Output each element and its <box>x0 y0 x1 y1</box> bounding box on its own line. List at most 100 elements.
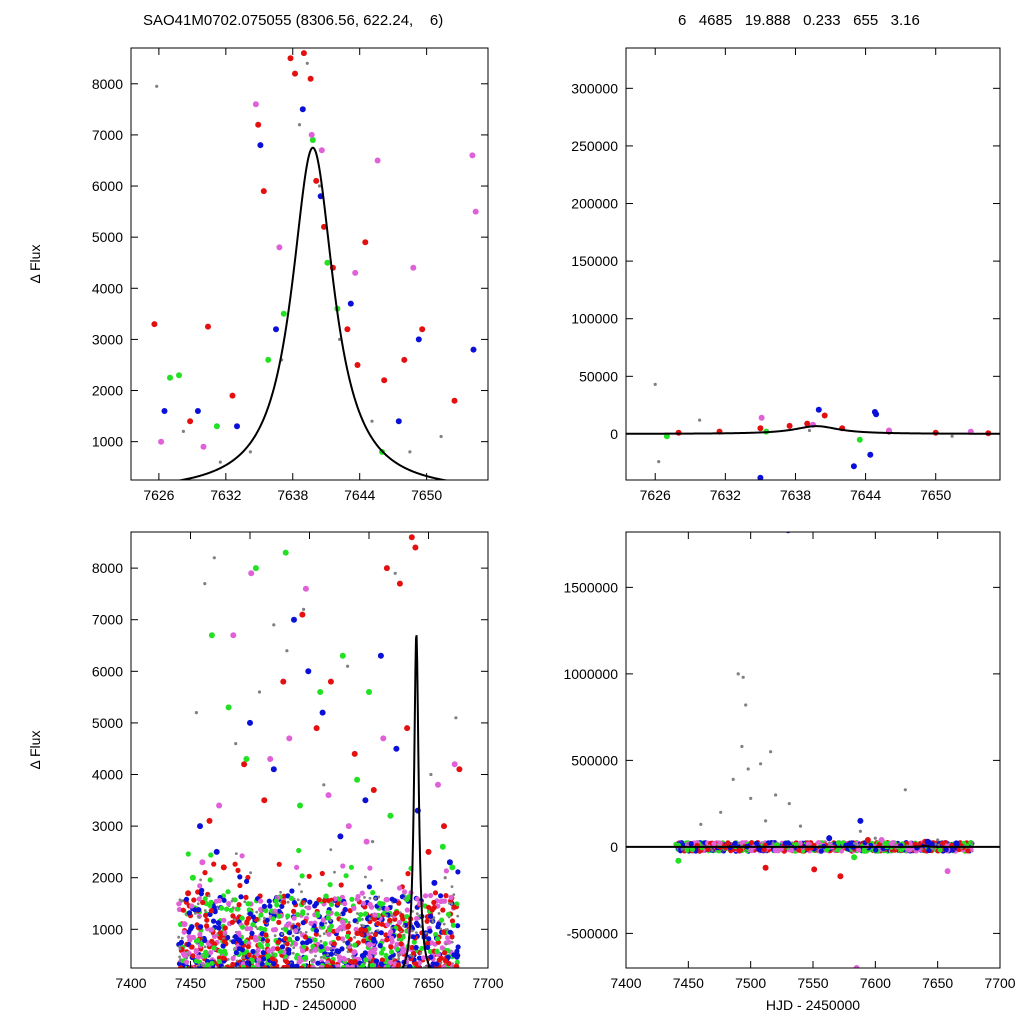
data-point-gray <box>415 912 419 915</box>
x-tick-label: 7638 <box>780 487 811 503</box>
data-point-green <box>209 960 215 966</box>
data-point-gray <box>291 934 295 938</box>
data-point-blue <box>234 423 240 430</box>
data-point-red <box>864 837 871 843</box>
data-point-blue <box>230 939 236 945</box>
data-point-red <box>209 938 215 944</box>
data-layer <box>176 534 463 968</box>
data-point-gray <box>319 939 323 943</box>
data-point-red <box>241 761 248 768</box>
y-tick-label: 6000 <box>92 663 123 679</box>
data-point-pink <box>758 414 765 421</box>
data-point-green <box>937 847 943 853</box>
data-point-pink <box>325 946 331 952</box>
data-point-gray <box>194 912 197 915</box>
model-curve <box>626 425 1000 435</box>
data-point-red <box>262 965 268 968</box>
data-point-gray <box>370 931 374 935</box>
y-tick-label: 2000 <box>92 383 123 399</box>
data-point-gray <box>393 571 397 575</box>
data-point-blue <box>850 463 857 470</box>
data-point-red <box>761 847 767 853</box>
data-point-red <box>379 957 385 963</box>
data-point-blue <box>196 907 202 913</box>
data-point-blue <box>259 961 265 967</box>
data-point-pink <box>226 901 232 907</box>
data-point-blue <box>377 943 383 949</box>
data-point-red <box>440 907 446 913</box>
data-point-red <box>284 941 290 947</box>
data-point-gray <box>199 878 203 882</box>
data-point-gray <box>403 897 406 901</box>
data-point-gray <box>356 965 360 968</box>
data-point-red <box>443 893 449 899</box>
data-point-gray <box>741 675 745 679</box>
data-point-green <box>349 896 355 902</box>
data-point-blue <box>233 950 239 956</box>
data-point-blue <box>446 859 453 866</box>
data-point-green <box>835 840 842 846</box>
data-point-pink <box>293 941 299 947</box>
x-tick-label: 7400 <box>610 975 641 991</box>
x-tick-label: 7700 <box>984 975 1015 991</box>
data-point-green <box>684 847 690 853</box>
data-point-red <box>321 223 327 230</box>
data-point-gray <box>404 965 408 968</box>
data-point-green <box>315 912 321 918</box>
data-point-gray <box>787 802 791 806</box>
x-tick-label: 7626 <box>143 487 174 503</box>
data-point-red <box>375 920 381 927</box>
data-point-blue <box>299 106 306 113</box>
data-point-red <box>292 70 298 77</box>
data-point-gray <box>361 918 364 921</box>
data-point-blue <box>247 719 253 726</box>
data-point-pink <box>445 935 451 941</box>
data-point-pink <box>193 947 199 954</box>
data-point-red <box>221 955 227 961</box>
data-point-red <box>232 861 238 867</box>
data-point-green <box>439 917 445 923</box>
data-point-red <box>236 902 242 908</box>
data-point-green <box>274 902 280 908</box>
data-point-pink <box>397 919 403 926</box>
plot-top-left: 7626 7632 7638 7644 7650 1000 2000 3000 4000 5000… <box>27 47 489 503</box>
data-point-pink <box>853 965 860 968</box>
data-point-gray <box>377 895 381 899</box>
data-point-red <box>396 900 402 906</box>
data-point-red <box>419 326 426 333</box>
data-point-gray <box>296 898 300 902</box>
data-point-red <box>275 946 281 952</box>
data-point-pink <box>252 101 259 108</box>
data-point-green <box>240 964 246 968</box>
data-point-red <box>372 931 379 938</box>
data-point-green <box>270 916 276 922</box>
data-point-blue <box>924 838 931 845</box>
data-point-green <box>344 933 351 939</box>
data-point-gray <box>299 930 302 934</box>
plot-frame <box>625 47 1001 481</box>
data-point-blue <box>178 939 184 945</box>
data-point-green <box>297 802 303 809</box>
data-point-red <box>280 678 287 685</box>
data-point-gray <box>740 744 744 749</box>
data-point-blue <box>319 921 325 927</box>
y-tick-label: 2000 <box>92 870 123 886</box>
data-point-pink <box>772 847 779 854</box>
data-point-green <box>851 854 858 861</box>
data-point-pink <box>372 912 378 918</box>
data-point-gray <box>322 783 326 787</box>
x-tick-label: 7644 <box>344 487 375 503</box>
data-point-gray <box>769 750 773 754</box>
data-point-green <box>339 652 346 659</box>
data-point-blue <box>371 936 377 942</box>
data-point-gray <box>356 921 359 925</box>
data-point-pink <box>294 864 300 870</box>
data-point-blue <box>373 958 380 964</box>
data-point-blue <box>873 847 879 853</box>
data-point-gray <box>376 929 380 932</box>
data-point-green <box>265 356 272 363</box>
y-tick-label: -500000 <box>567 925 619 941</box>
data-point-red <box>370 787 377 793</box>
data-point-gray <box>409 953 412 957</box>
data-point-red <box>208 908 214 914</box>
